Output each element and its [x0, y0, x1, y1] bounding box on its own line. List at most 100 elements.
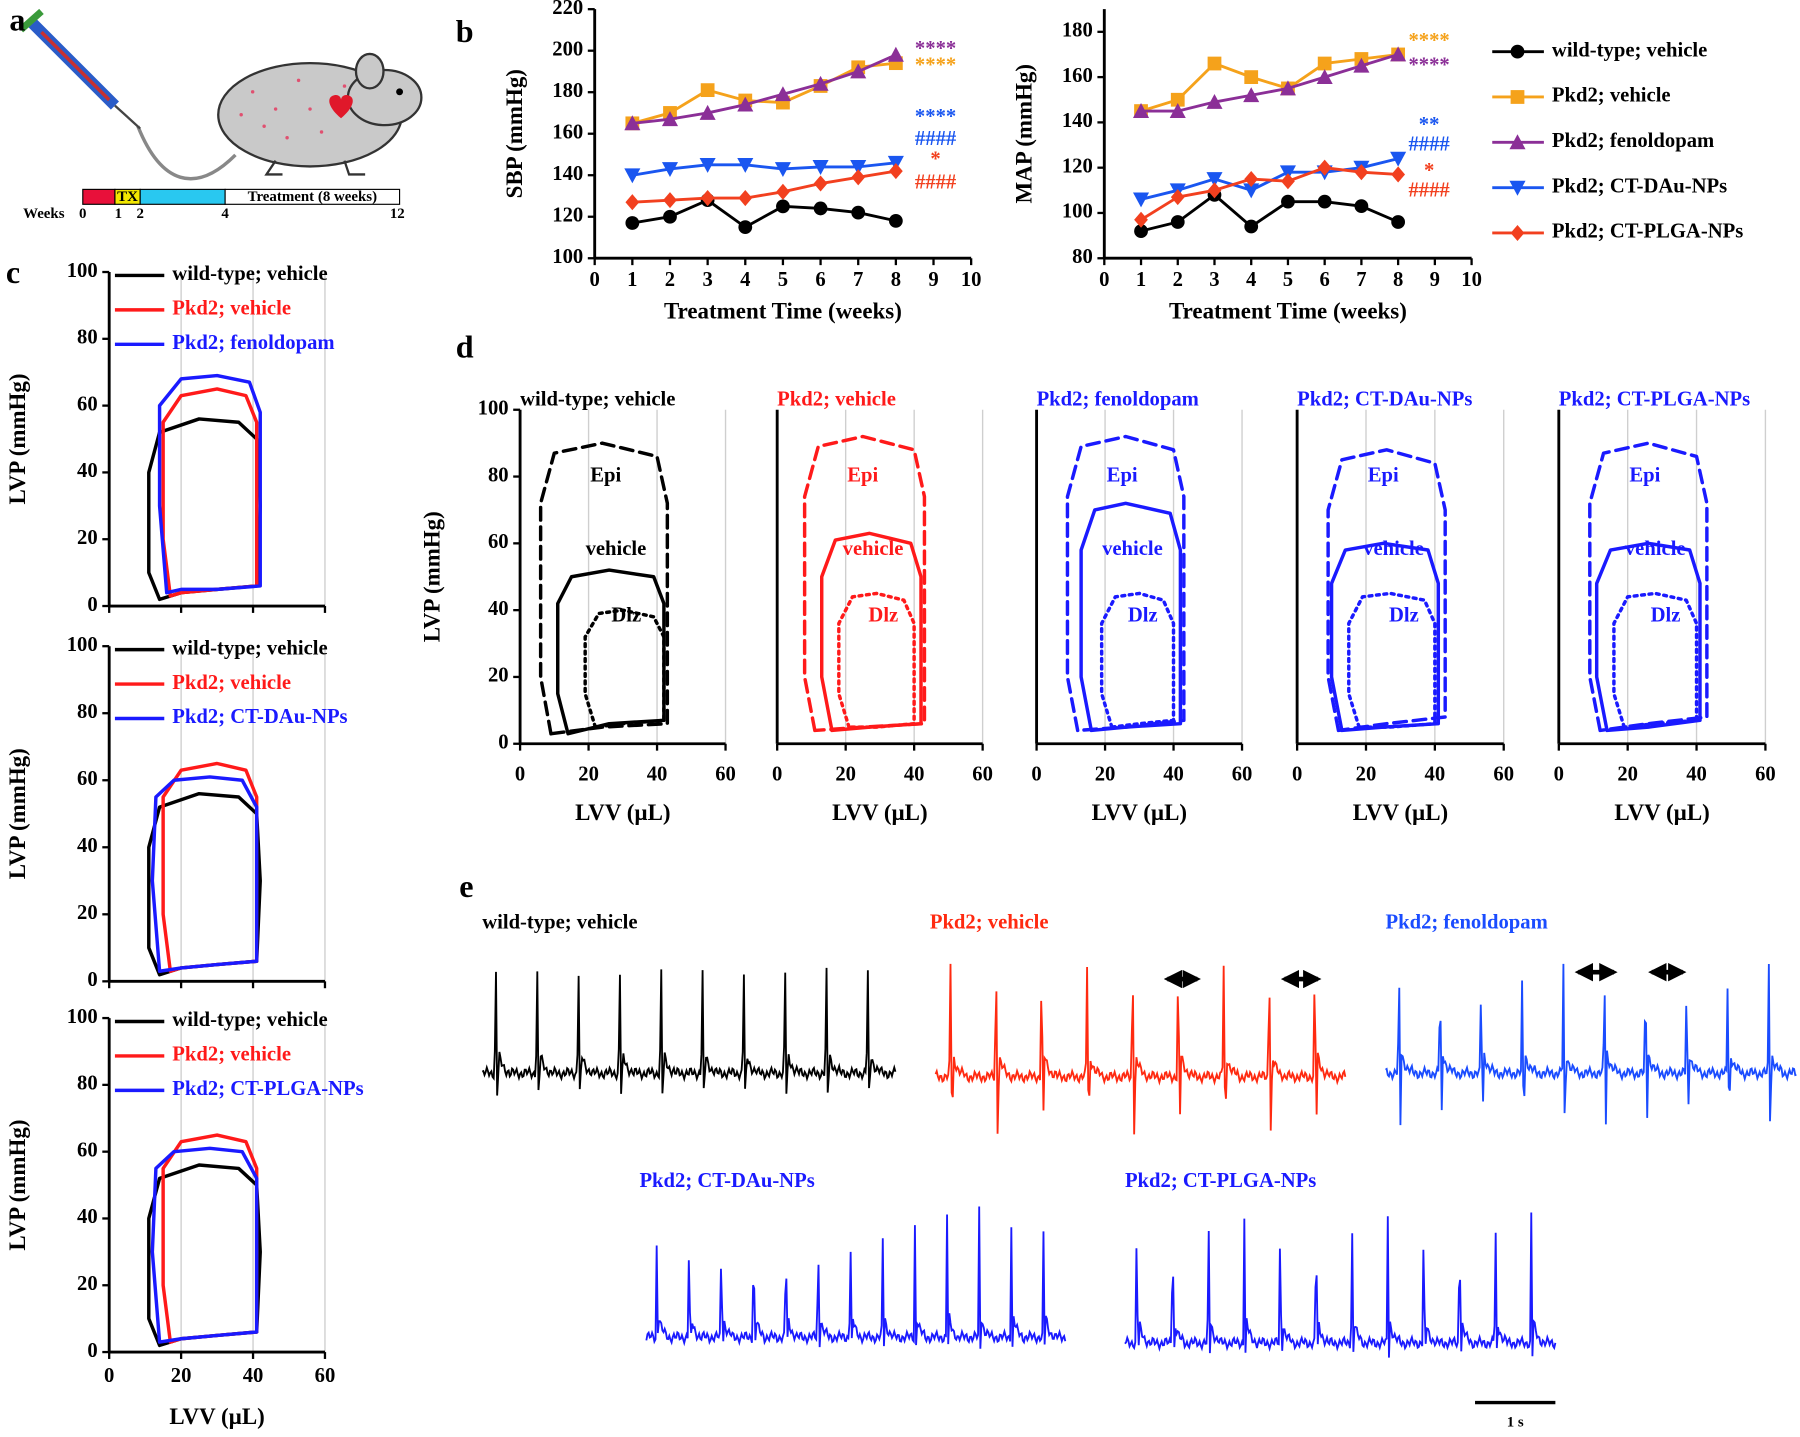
marker — [1244, 170, 1259, 188]
loop-label: Dlz — [1389, 605, 1419, 627]
y-tick-label: 60 — [488, 531, 509, 553]
marker — [1510, 44, 1525, 59]
timeline-tick: 2 — [136, 206, 143, 222]
y-tick-label: 20 — [77, 1273, 98, 1295]
y-tick-label: 40 — [77, 835, 98, 857]
marker — [1244, 70, 1259, 84]
loop-label: vehicle — [1102, 538, 1163, 560]
x-tick-label: 7 — [853, 269, 863, 291]
marker — [851, 169, 866, 186]
marker — [1510, 90, 1525, 104]
marker — [661, 111, 679, 127]
significance: #### — [915, 128, 957, 150]
marker — [1509, 134, 1526, 150]
significance: **** — [915, 54, 956, 76]
weeks-label: Weeks — [23, 206, 65, 222]
x-tick-label: 8 — [891, 269, 901, 291]
y-tick-label: 220 — [552, 0, 583, 19]
significance: **** — [915, 106, 956, 128]
timeline-tick: 1 — [115, 206, 122, 222]
series-line — [1079, 501, 1183, 733]
loop-label: vehicle — [586, 538, 647, 560]
x-tick-label: 60 — [1232, 764, 1253, 786]
x-tick-label: 60 — [715, 764, 736, 786]
y-tick-label: 80 — [488, 464, 509, 486]
y-tick-label: 180 — [1062, 20, 1093, 42]
marker — [1244, 219, 1259, 234]
x-axis-label: LVV (µL) — [1092, 800, 1187, 825]
y-tick-label: 120 — [552, 204, 583, 226]
series-line — [1347, 591, 1437, 729]
marker — [776, 183, 790, 200]
x-tick-label: 60 — [315, 1365, 336, 1387]
y-tick-label: 60 — [77, 393, 98, 415]
y-tick-label: 100 — [67, 1006, 98, 1028]
x-tick-label: 20 — [1617, 764, 1638, 786]
significance: **** — [1408, 54, 1449, 76]
x-tick-label: 2 — [1173, 269, 1183, 291]
marker — [1206, 93, 1223, 109]
x-axis-label: LVV (µL) — [1353, 800, 1448, 825]
ecg-label: Pkd2; CT-DAu-NPs — [639, 1170, 814, 1192]
marker — [1243, 87, 1260, 103]
loop-label: Epi — [1368, 464, 1399, 486]
x-tick-label: 60 — [1755, 764, 1776, 786]
x-tick-label: 10 — [961, 269, 982, 291]
y-tick-label: 140 — [552, 163, 583, 185]
marker — [1169, 103, 1186, 118]
marker — [1316, 69, 1333, 84]
series-line — [820, 531, 923, 733]
y-tick-label: 20 — [77, 902, 98, 924]
marker — [888, 163, 903, 180]
y-tick-label: 0 — [87, 1340, 97, 1362]
legend-label: Pkd2; CT-DAu-NPs — [1552, 175, 1727, 197]
loop-label: vehicle — [1363, 538, 1424, 560]
y-axis-label: SBP (mmHg) — [502, 69, 527, 198]
marker — [776, 199, 790, 214]
panel-label: e — [459, 868, 473, 904]
y-tick-label: 180 — [552, 80, 583, 102]
significance: #### — [1408, 134, 1450, 156]
y-tick-label: 40 — [77, 460, 98, 482]
ecg-trace — [1124, 1212, 1557, 1358]
series-line — [538, 441, 670, 736]
marker — [700, 83, 715, 98]
marker — [1134, 211, 1148, 228]
series-line — [150, 1146, 259, 1344]
timeline-tick: 4 — [221, 206, 229, 222]
x-tick-label: 20 — [171, 1365, 192, 1387]
y-tick-label: 60 — [77, 768, 98, 790]
marker — [1510, 224, 1525, 242]
legend-label: Pkd2; vehicle — [172, 1044, 291, 1066]
chart-title: wild-type; vehicle — [520, 388, 675, 410]
x-tick-label: 40 — [1425, 764, 1446, 786]
x-tick-label: 40 — [647, 764, 668, 786]
marker — [624, 168, 641, 184]
marker — [737, 157, 754, 173]
marker — [1279, 165, 1296, 181]
x-tick-label: 4 — [740, 269, 750, 291]
marker — [1317, 194, 1332, 209]
marker — [1281, 194, 1295, 209]
y-tick-label: 80 — [77, 701, 98, 723]
scale-bar-label: 1 s — [1507, 1415, 1524, 1431]
x-tick-label: 1 — [1136, 269, 1146, 291]
legend-label: Pkd2; CT-PLGA-NPs — [172, 1078, 363, 1100]
x-axis-label: LVV (µL) — [832, 800, 927, 825]
x-tick-label: 0 — [104, 1365, 114, 1387]
marker — [1134, 224, 1148, 238]
x-tick-label: 60 — [1493, 764, 1514, 786]
legend-label: Pkd2; CT-PLGA-NPs — [1552, 221, 1743, 243]
x-tick-label: 0 — [1099, 269, 1109, 291]
x-tick-label: 5 — [1283, 269, 1293, 291]
x-tick-label: 20 — [578, 764, 599, 786]
y-tick-label: 20 — [488, 665, 509, 687]
loop-label: Dlz — [1128, 605, 1158, 627]
y-tick-label: 20 — [77, 527, 98, 549]
x-tick-label: 0 — [1292, 764, 1302, 786]
x-tick-label: 9 — [928, 269, 938, 291]
x-tick-label: 2 — [665, 269, 675, 291]
panel-label: a — [9, 1, 25, 37]
series-line — [1612, 591, 1699, 729]
